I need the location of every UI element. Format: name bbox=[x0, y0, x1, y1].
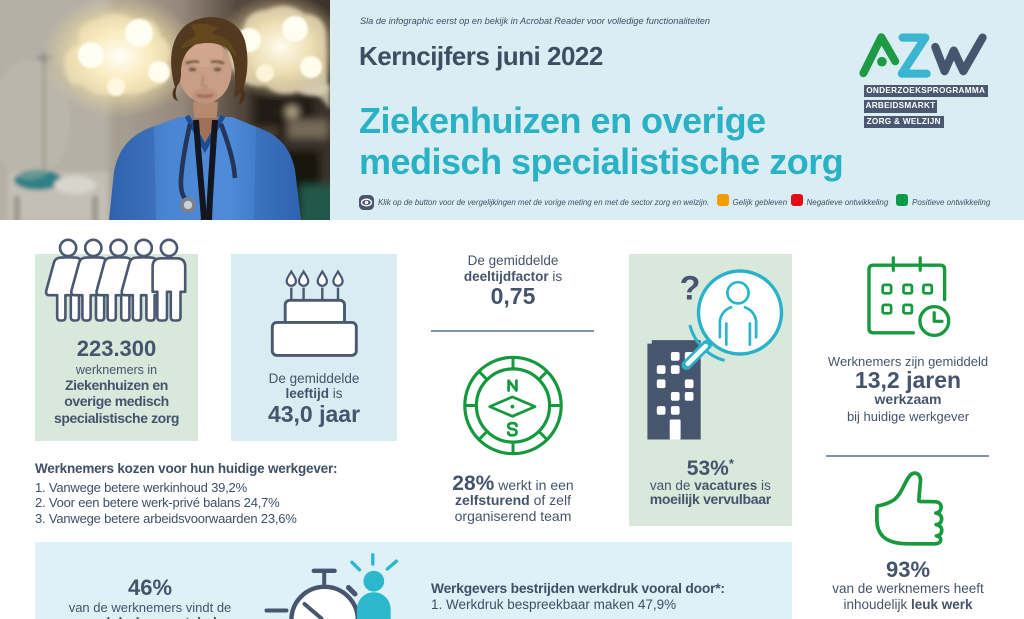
svg-text:?: ? bbox=[680, 270, 701, 308]
